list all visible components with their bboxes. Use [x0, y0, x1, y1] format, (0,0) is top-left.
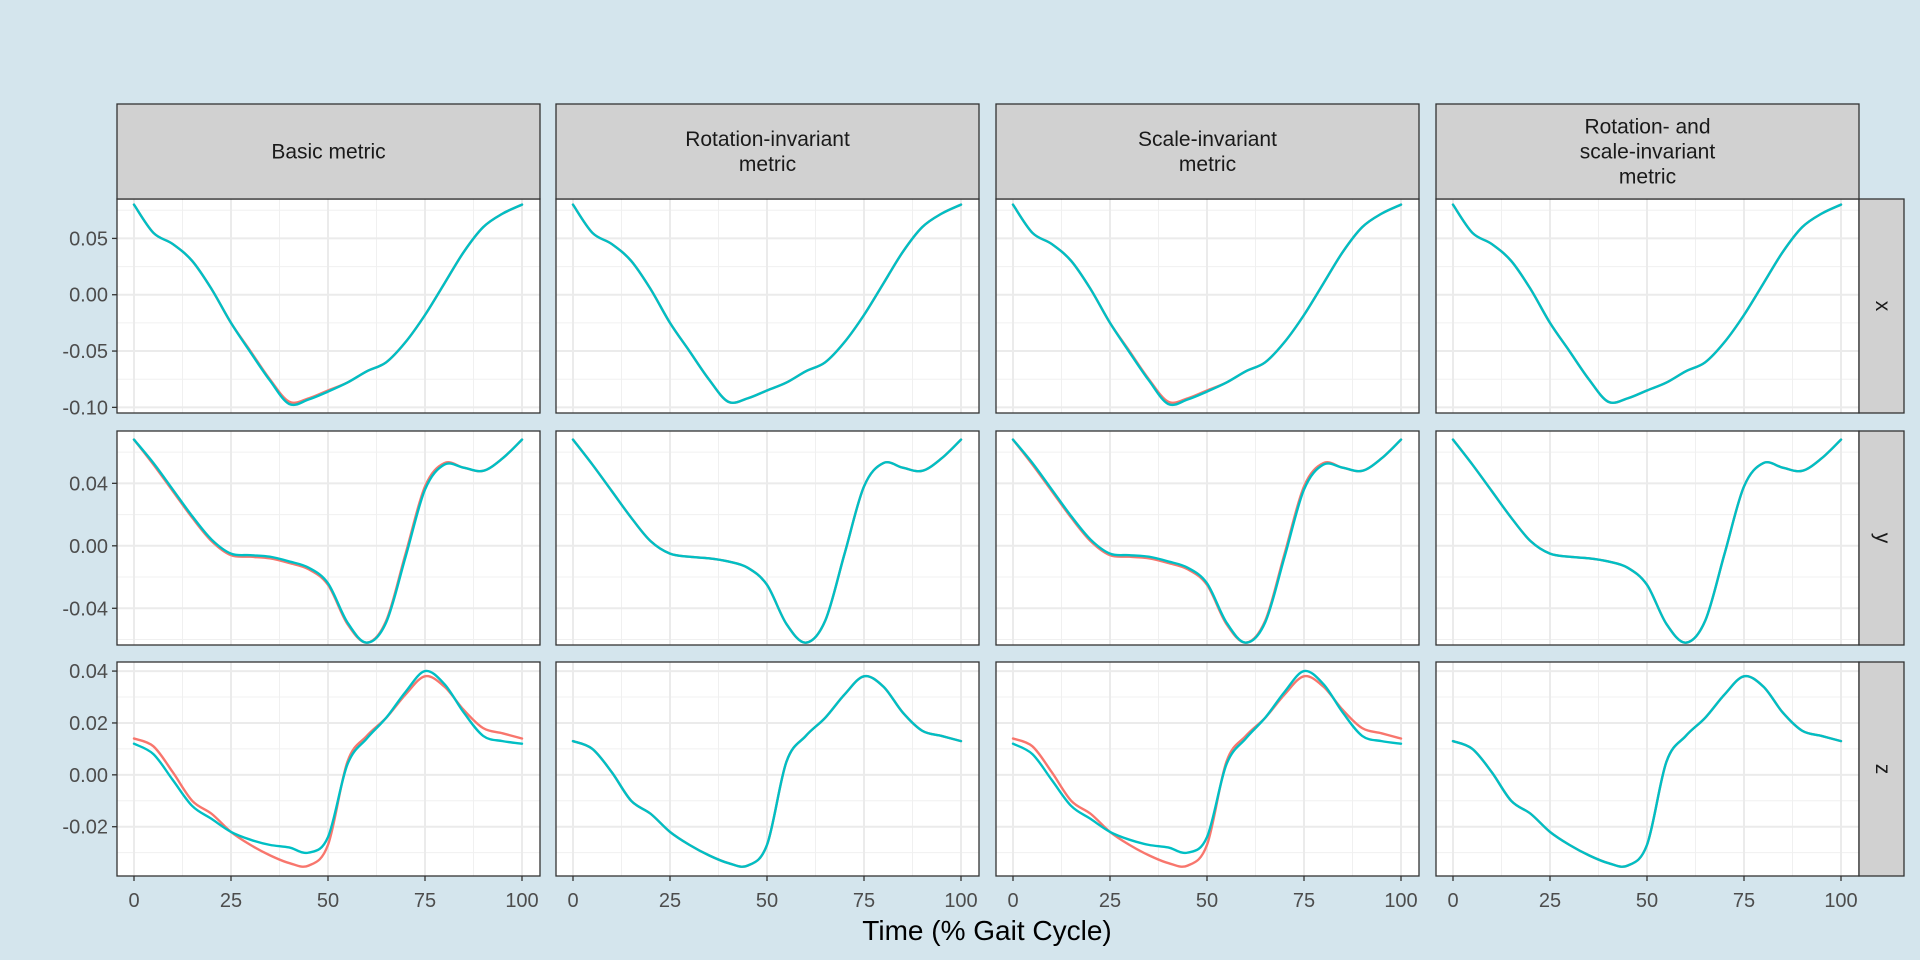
panel-y-4: [1435, 430, 1860, 646]
y-tick-label: 0.00: [69, 285, 108, 307]
x-tick-label: 50: [1196, 890, 1218, 912]
x-tick-label: 25: [1099, 890, 1121, 912]
y-tick-label: 0.05: [69, 228, 108, 250]
panel-border: [555, 430, 980, 646]
series-line-2-y-3: [1011, 438, 1403, 644]
panel-y-1: [116, 430, 541, 646]
series-line-2-y-2: [571, 438, 963, 644]
panel-x-4: [1435, 198, 1860, 414]
x-tick-label: 0: [128, 890, 139, 912]
column-strip-label: metric: [1179, 153, 1236, 176]
panel-y-3: [995, 430, 1420, 646]
x-tick-label: 0: [567, 890, 578, 912]
column-strip-label: metric: [739, 153, 796, 176]
x-tick-label: 100: [505, 890, 538, 912]
panel-x-1: [116, 198, 541, 414]
y-tick-label: 0.02: [69, 713, 108, 735]
panel-border: [995, 430, 1420, 646]
x-tick-label: 75: [853, 890, 875, 912]
column-strip-label: Rotation-invariant: [685, 128, 850, 151]
series-line-2-z-2: [571, 674, 963, 868]
x-tick-label: 50: [1636, 890, 1658, 912]
x-tick-label: 50: [756, 890, 778, 912]
y-tick-label: -0.04: [62, 598, 108, 620]
column-strip-label: Scale-invariant: [1138, 128, 1277, 151]
x-tick-label: 100: [1384, 890, 1417, 912]
x-tick-label: 75: [414, 890, 436, 912]
row-strip-box: [1858, 430, 1905, 646]
series-line-2-x-3: [1011, 203, 1403, 407]
x-tick-label: 75: [1293, 890, 1315, 912]
y-tick-label: -0.02: [62, 817, 108, 839]
panel-y-2: [555, 430, 980, 646]
series-line-2-y-4: [1451, 438, 1843, 644]
x-tick-label: 50: [317, 890, 339, 912]
row-strip-box: [1858, 661, 1905, 877]
panel-layer: [116, 198, 1860, 877]
x-tick-label: 0: [1447, 890, 1458, 912]
series-line-2-x-1: [132, 203, 524, 407]
x-tick-label: 100: [1824, 890, 1857, 912]
x-tick-label: 25: [220, 890, 242, 912]
row-strip-label: x: [1871, 301, 1894, 312]
y-tick-label: 0.00: [69, 765, 108, 787]
column-strip-label: metric: [1619, 166, 1676, 189]
row-strip-x: x: [1858, 198, 1905, 414]
x-tick-label: 25: [659, 890, 681, 912]
column-strip-label: scale-invariant: [1580, 141, 1716, 164]
row-strip-box: [1858, 198, 1905, 414]
row-strip-label: z: [1871, 764, 1894, 775]
axis-layer: 0.05 0.00 -0.05 -0.10 0.04 0.00 -0.04 0.04 0.02 0…: [62, 228, 1857, 912]
panel-border: [116, 430, 541, 646]
column-strip-box: [116, 103, 541, 200]
series-line-2-x-2: [571, 203, 963, 405]
y-tick-label: -0.10: [62, 397, 108, 419]
column-strip-box: [555, 103, 980, 200]
y-tick-label: 0.04: [69, 473, 108, 495]
column-strip-1: Basic metric: [116, 103, 541, 200]
column-strip-box: [995, 103, 1420, 200]
x-axis-title: Time (% Gait Cycle): [862, 915, 1111, 946]
y-tick-label: -0.05: [62, 341, 108, 363]
row-strip-z: z: [1858, 661, 1905, 877]
column-strip-label: Basic metric: [271, 141, 385, 164]
series-line-2-x-4: [1451, 203, 1843, 405]
column-strip-box: [1435, 103, 1860, 200]
panel-x-2: [555, 198, 980, 414]
panel-z-2: [555, 661, 980, 877]
row-strip-y: y: [1858, 430, 1905, 646]
column-strip-label: Rotation- and: [1584, 116, 1710, 139]
x-tick-label: 25: [1539, 890, 1561, 912]
y-tick-label: 0.04: [69, 661, 108, 683]
y-tick-label: 0.00: [69, 536, 108, 558]
series-line-2-z-3: [1011, 669, 1403, 855]
panel-z-1: [116, 661, 541, 877]
x-tick-label: 0: [1007, 890, 1018, 912]
panel-z-4: [1435, 661, 1860, 877]
series-line-2-y-1: [132, 438, 524, 644]
row-strip-label: y: [1871, 533, 1894, 544]
panel-z-3: [995, 661, 1420, 877]
series-line-2-z-1: [132, 669, 524, 855]
panel-x-3: [995, 198, 1420, 414]
series-line-2-z-4: [1451, 674, 1843, 868]
x-tick-label: 100: [944, 890, 977, 912]
x-tick-label: 75: [1733, 890, 1755, 912]
